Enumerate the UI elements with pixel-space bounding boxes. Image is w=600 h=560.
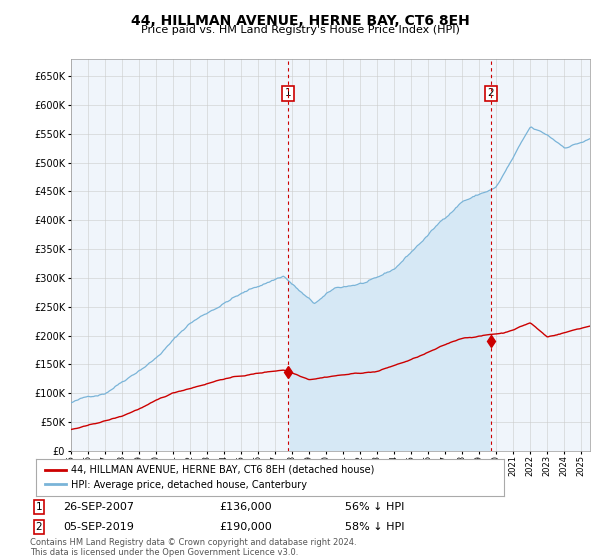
Text: 58% ↓ HPI: 58% ↓ HPI: [345, 522, 404, 532]
Text: 2: 2: [487, 88, 494, 99]
Text: 2: 2: [35, 522, 43, 532]
Text: £136,000: £136,000: [219, 502, 272, 512]
Legend: 44, HILLMAN AVENUE, HERNE BAY, CT6 8EH (detached house), HPI: Average price, det: 44, HILLMAN AVENUE, HERNE BAY, CT6 8EH (…: [41, 461, 378, 494]
Text: Price paid vs. HM Land Registry's House Price Index (HPI): Price paid vs. HM Land Registry's House …: [140, 25, 460, 35]
Text: 44, HILLMAN AVENUE, HERNE BAY, CT6 8EH: 44, HILLMAN AVENUE, HERNE BAY, CT6 8EH: [131, 14, 469, 28]
Text: £190,000: £190,000: [219, 522, 272, 532]
Text: 1: 1: [35, 502, 43, 512]
Text: 1: 1: [284, 88, 291, 99]
Text: 26-SEP-2007: 26-SEP-2007: [63, 502, 134, 512]
Text: Contains HM Land Registry data © Crown copyright and database right 2024.
This d: Contains HM Land Registry data © Crown c…: [30, 538, 356, 557]
Text: 05-SEP-2019: 05-SEP-2019: [63, 522, 134, 532]
Text: 56% ↓ HPI: 56% ↓ HPI: [345, 502, 404, 512]
